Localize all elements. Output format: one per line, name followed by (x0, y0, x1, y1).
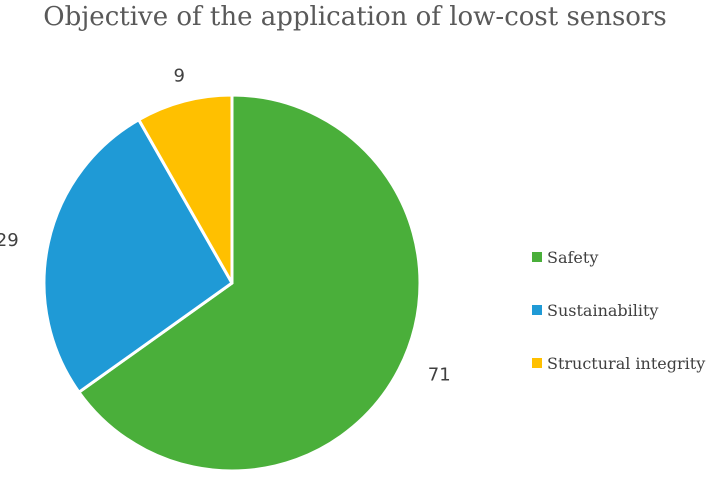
legend-swatch-safety (532, 252, 542, 262)
pie-slice-structural-integrity (137, 93, 234, 285)
data-label-safety: 71 (428, 365, 451, 386)
legend: Safety Sustainability Structural integrity (532, 248, 705, 373)
legend-label-structural-integrity: Structural integrity (547, 354, 705, 373)
legend-swatch-sustainability (532, 305, 542, 315)
data-label-sustainability: 29 (0, 230, 19, 251)
pie-slice-safety (77, 93, 422, 473)
pie-slices (42, 93, 422, 473)
legend-label-sustainability: Sustainability (547, 301, 658, 320)
legend-label-safety: Safety (547, 248, 598, 267)
pie-data-labels: 71 29 9 (0, 66, 451, 386)
pie-slice-sustainability (42, 118, 234, 394)
legend-swatch-structural-integrity (532, 358, 542, 368)
data-label-structural-integrity: 9 (173, 66, 184, 87)
chart-title: Objective of the application of low-cost… (43, 2, 667, 32)
